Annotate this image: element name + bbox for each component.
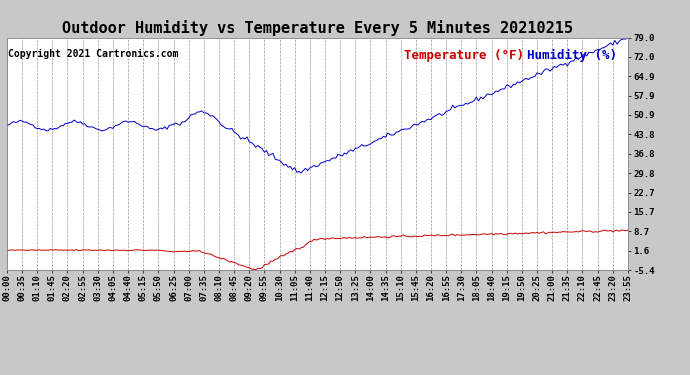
Legend: Temperature (°F), Humidity (%): Temperature (°F), Humidity (%) (399, 44, 622, 67)
Title: Outdoor Humidity vs Temperature Every 5 Minutes 20210215: Outdoor Humidity vs Temperature Every 5 … (62, 20, 573, 36)
Text: Copyright 2021 Cartronics.com: Copyright 2021 Cartronics.com (8, 49, 179, 59)
